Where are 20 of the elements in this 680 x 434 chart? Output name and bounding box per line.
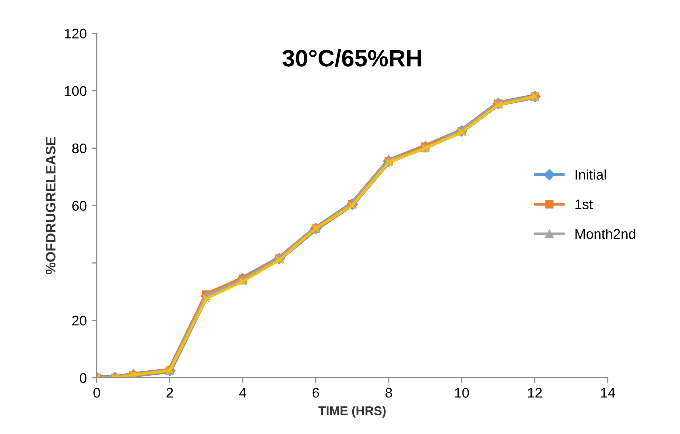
y-tick-label: 80 [72,144,87,154]
legend-label: 1st [576,200,594,210]
y-tick-label: 60 [72,201,87,211]
legend-label: Initial [576,170,606,180]
x-tick-label: 8 [386,388,392,398]
x-tick-label: 10 [455,388,470,398]
text: 30°C/65%RH [282,49,422,68]
y-tick-label: 100 [65,86,87,96]
x-tick-label: 6 [312,388,320,398]
x-axis-title: TIME (HRS) [318,406,386,418]
y-axis-title: %OFDRUGRELEASE [46,137,56,275]
x-tick-label: 4 [239,388,246,398]
y-tick-label: 0 [80,373,87,384]
legend-label: Month2nd [576,228,636,240]
y-tick-label: 20 [72,316,87,326]
y-tick-label: 120 [65,28,87,39]
x-tick-label: 12 [528,388,542,398]
x-tick-label: 14 [601,388,616,398]
x-tick-label: 2 [166,388,174,398]
x-tick-label: 0 [94,388,100,398]
